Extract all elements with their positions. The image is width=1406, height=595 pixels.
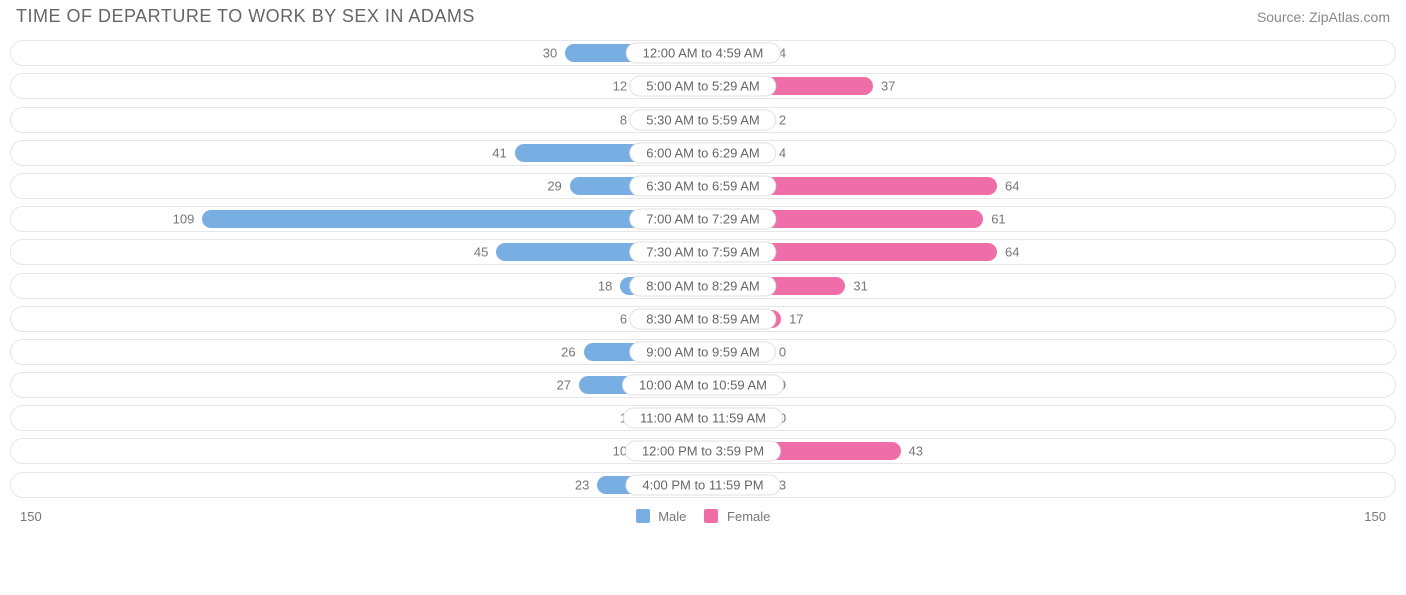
chart-row: 109 61 7:00 AM to 7:29 AM (10, 206, 1396, 232)
chart-row: 26 09:00 AM to 9:59 AM (10, 339, 1396, 365)
value-female: 0 (779, 344, 786, 359)
value-male: 12 (613, 79, 627, 94)
value-male: 41 (492, 145, 506, 160)
row-label: 8:00 AM to 8:29 AM (629, 275, 776, 296)
value-female: 61 (991, 212, 1005, 227)
value-female: 2 (779, 112, 786, 127)
chart-row: 18 31 8:00 AM to 8:29 AM (10, 273, 1396, 299)
value-male: 29 (547, 178, 561, 193)
chart-row: 1011:00 AM to 11:59 AM (10, 405, 1396, 431)
value-male: 30 (543, 46, 557, 61)
chart-row: 41 46:00 AM to 6:29 AM (10, 140, 1396, 166)
chart-row: 104312:00 PM to 3:59 PM (10, 438, 1396, 464)
chart-title: TIME OF DEPARTURE TO WORK BY SEX IN ADAM… (16, 6, 475, 27)
chart-row: 2334:00 PM to 11:59 PM (10, 472, 1396, 498)
legend: Male Female (636, 509, 771, 524)
chart-footer: 150 Male Female 150 (10, 505, 1396, 524)
row-label: 11:00 AM to 11:59 AM (623, 408, 783, 429)
row-label: 12:00 PM to 3:59 PM (625, 441, 781, 462)
row-label: 10:00 AM to 10:59 AM (622, 375, 784, 396)
value-male: 18 (598, 278, 612, 293)
row-label: 5:30 AM to 5:59 AM (629, 109, 776, 130)
chart-row: 29 64 6:30 AM to 6:59 AM (10, 173, 1396, 199)
row-label: 5:00 AM to 5:29 AM (629, 76, 776, 97)
legend-label-female: Female (727, 509, 770, 524)
chart-row: 8 25:30 AM to 5:59 AM (10, 107, 1396, 133)
value-male: 45 (474, 245, 488, 260)
legend-label-male: Male (658, 509, 686, 524)
value-male: 8 (620, 112, 627, 127)
chart-header: TIME OF DEPARTURE TO WORK BY SEX IN ADAM… (10, 6, 1396, 33)
legend-swatch-female (704, 509, 718, 523)
value-female: 64 (1005, 245, 1019, 260)
value-female: 37 (881, 79, 895, 94)
row-label: 4:00 PM to 11:59 PM (625, 474, 780, 495)
chart-row: 30412:00 AM to 4:59 AM (10, 40, 1396, 66)
chart-row: 6 17 8:30 AM to 8:59 AM (10, 306, 1396, 332)
row-label: 7:00 AM to 7:29 AM (629, 209, 776, 230)
legend-item-male: Male (636, 509, 687, 524)
row-label: 8:30 AM to 8:59 AM (629, 308, 776, 329)
chart-source: Source: ZipAtlas.com (1257, 9, 1390, 25)
value-female: 31 (853, 278, 867, 293)
scale-right: 150 (1364, 509, 1386, 524)
chart-row: 45 64 7:30 AM to 7:59 AM (10, 239, 1396, 265)
legend-item-female: Female (704, 509, 770, 524)
chart-row: 12 37 5:00 AM to 5:29 AM (10, 73, 1396, 99)
bar-male (202, 210, 703, 228)
value-female: 4 (779, 145, 786, 160)
value-male: 23 (575, 477, 589, 492)
value-female: 43 (909, 444, 923, 459)
value-male: 26 (561, 344, 575, 359)
value-male: 6 (620, 311, 627, 326)
row-label: 6:30 AM to 6:59 AM (629, 175, 776, 196)
row-label: 12:00 AM to 4:59 AM (626, 43, 781, 64)
chart-area: 30412:00 AM to 4:59 AM12375:00 AM to 5:2… (10, 40, 1396, 497)
scale-left: 150 (20, 509, 42, 524)
row-label: 7:30 AM to 7:59 AM (629, 242, 776, 263)
row-label: 6:00 AM to 6:29 AM (629, 142, 776, 163)
chart-row: 27910:00 AM to 10:59 AM (10, 372, 1396, 398)
value-female: 64 (1005, 178, 1019, 193)
row-label: 9:00 AM to 9:59 AM (629, 341, 776, 362)
value-male: 27 (557, 378, 571, 393)
value-female: 17 (789, 311, 803, 326)
value-male: 109 (173, 212, 195, 227)
legend-swatch-male (636, 509, 650, 523)
